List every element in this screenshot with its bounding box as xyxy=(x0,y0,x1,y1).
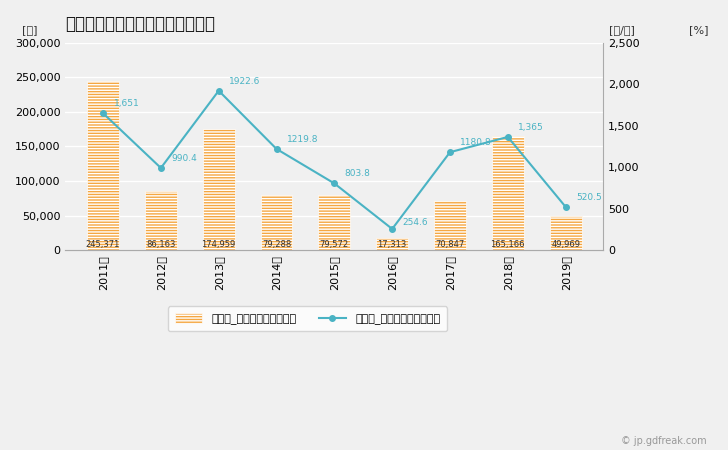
Bar xyxy=(318,195,350,250)
Text: 86,163: 86,163 xyxy=(146,240,175,249)
Text: 1922.6: 1922.6 xyxy=(229,77,261,86)
Text: 165,166: 165,166 xyxy=(491,240,525,249)
非木造_平均床面積（右軸） xyxy=(157,165,165,171)
非木造_平均床面積（右軸） xyxy=(561,204,570,210)
Text: © jp.gdfreak.com: © jp.gdfreak.com xyxy=(620,436,706,446)
Bar xyxy=(203,129,234,250)
Text: 1219.8: 1219.8 xyxy=(287,135,318,144)
Text: 非木造建築物の床面積合計の推移: 非木造建築物の床面積合計の推移 xyxy=(66,15,215,33)
Legend: 非木造_床面積合計（左軸）, 非木造_平均床面積（右軸）: 非木造_床面積合計（左軸）, 非木造_平均床面積（右軸） xyxy=(168,306,447,332)
Bar xyxy=(376,238,408,250)
Text: 1180.8: 1180.8 xyxy=(460,138,492,147)
Bar xyxy=(434,201,466,250)
Bar xyxy=(550,216,582,250)
Text: [㎡]: [㎡] xyxy=(23,25,38,35)
非木造_平均床面積（右軸） xyxy=(330,181,339,186)
Text: 1,365: 1,365 xyxy=(518,123,544,132)
非木造_平均床面積（右軸） xyxy=(272,146,281,152)
Text: [㎡/棟]: [㎡/棟] xyxy=(609,25,635,35)
Text: 49,969: 49,969 xyxy=(551,240,580,249)
Bar xyxy=(261,195,293,250)
Text: 254.6: 254.6 xyxy=(403,218,428,227)
Text: 245,371: 245,371 xyxy=(86,240,120,249)
Text: 520.5: 520.5 xyxy=(576,193,602,202)
Text: 79,288: 79,288 xyxy=(262,240,291,249)
非木造_平均床面積（右軸） xyxy=(99,111,108,116)
Text: 803.8: 803.8 xyxy=(345,170,371,179)
Line: 非木造_平均床面積（右軸）: 非木造_平均床面積（右軸） xyxy=(100,88,569,232)
Bar xyxy=(87,81,119,250)
Text: 79,572: 79,572 xyxy=(320,240,349,249)
Text: [%]: [%] xyxy=(689,25,709,35)
Bar xyxy=(492,136,523,250)
Text: 17,313: 17,313 xyxy=(378,240,407,249)
非木造_平均床面積（右軸） xyxy=(388,226,397,232)
非木造_平均床面積（右軸） xyxy=(214,88,223,94)
Text: 990.4: 990.4 xyxy=(171,154,197,163)
Bar xyxy=(145,190,177,250)
非木造_平均床面積（右軸） xyxy=(504,134,513,140)
Text: 1,651: 1,651 xyxy=(114,99,139,108)
Text: 70,847: 70,847 xyxy=(435,240,464,249)
非木造_平均床面積（右軸） xyxy=(446,149,454,155)
Text: 174,959: 174,959 xyxy=(202,240,236,249)
